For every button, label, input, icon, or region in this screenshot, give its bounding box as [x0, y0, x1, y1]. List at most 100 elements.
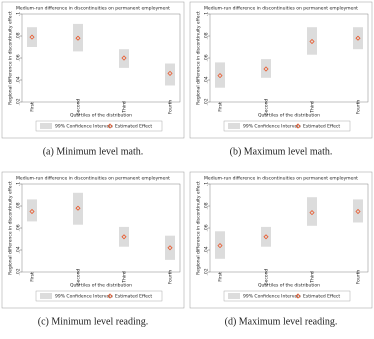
legend-label: 99% Confidence Intervals	[55, 294, 113, 300]
x-tick-label: First	[218, 272, 224, 282]
y-tick-label: .04	[204, 246, 210, 253]
x-tick-label: Third	[122, 271, 128, 284]
confidence-interval	[261, 59, 271, 78]
confidence-interval	[73, 23, 83, 52]
x-axis-label: Quartiles of the distribution	[258, 113, 320, 119]
legend-label: Estimated Effect	[303, 294, 340, 300]
chart-title: Medium-run difference in discontinuities…	[16, 6, 170, 12]
y-axis-label: Regional difference in discontinuity eff…	[8, 11, 14, 105]
confidence-interval	[215, 62, 225, 88]
y-tick-label: .02	[16, 98, 22, 105]
y-tick-label: .04	[204, 76, 210, 83]
estimate-marker	[263, 234, 269, 240]
caption: (d) Maximum level reading.	[225, 316, 338, 327]
confidence-interval	[119, 226, 129, 247]
x-tick-label: Fourth	[168, 100, 174, 115]
legend-swatch	[40, 293, 52, 299]
y-tick-label: .06	[204, 224, 210, 231]
y-axis-label: Regional difference in discontinuity eff…	[8, 181, 14, 275]
confidence-interval	[215, 231, 225, 259]
confidence-interval	[307, 197, 317, 226]
confidence-interval	[165, 63, 175, 86]
plot-area	[21, 13, 181, 103]
legend-marker	[107, 293, 113, 299]
x-tick-label: Third	[310, 101, 316, 114]
legend-label: Estimated Effect	[303, 124, 340, 130]
y-tick-label: .08	[204, 32, 210, 39]
x-tick-label: Third	[122, 101, 128, 114]
legend-box	[35, 290, 163, 302]
x-tick-label: Fourth	[168, 270, 174, 285]
x-tick-label: Second	[264, 269, 270, 286]
y-tick-label: .06	[16, 54, 22, 61]
legend-label: Estimated Effect	[115, 294, 152, 300]
legend-label: 99% Confidence Intervals	[55, 124, 113, 130]
x-axis-label: Quartiles of the distribution	[70, 113, 132, 119]
estimate-marker	[263, 66, 269, 72]
confidence-interval	[119, 49, 129, 68]
y-tick-label: .02	[204, 98, 210, 105]
chart-title: Medium-run difference in discontinuities…	[204, 176, 358, 182]
y-tick-label: .06	[16, 224, 22, 231]
y-tick-label: .02	[204, 268, 210, 275]
y-tick-label: .1	[204, 12, 210, 16]
estimate-marker	[217, 243, 223, 249]
estimate-marker	[29, 34, 35, 40]
y-tick-label: .08	[16, 32, 22, 39]
x-tick-label: Fourth	[356, 100, 362, 115]
estimate-marker	[121, 234, 127, 240]
confidence-interval	[353, 199, 363, 223]
x-tick-label: First	[30, 102, 36, 112]
confidence-interval	[261, 226, 271, 247]
legend-box	[223, 120, 351, 132]
legend-box	[223, 290, 351, 302]
legend-swatch	[228, 123, 240, 129]
x-axis-label: Quartiles of the distribution	[70, 283, 132, 289]
x-tick-label: Fourth	[356, 270, 362, 285]
estimate-marker	[75, 35, 81, 41]
confidence-interval	[307, 27, 317, 55]
x-tick-label: Second	[264, 99, 270, 116]
y-tick-label: .1	[16, 12, 22, 16]
x-tick-label: First	[218, 102, 224, 112]
y-axis-label: Regional difference in discontinuity eff…	[196, 11, 202, 105]
confidence-interval	[27, 199, 37, 222]
legend-label: 99% Confidence Intervals	[243, 124, 301, 130]
legend-box	[35, 120, 163, 132]
chart-title: Medium-run difference in discontinuities…	[16, 176, 170, 182]
x-tick-label: Third	[310, 271, 316, 284]
estimate-marker	[355, 35, 361, 41]
y-tick-label: .1	[204, 182, 210, 186]
plot-area	[209, 183, 369, 273]
y-tick-label: .08	[16, 202, 22, 209]
estimate-marker	[309, 38, 315, 45]
estimate-marker	[29, 208, 35, 215]
x-tick-label: Second	[76, 269, 82, 286]
estimate-marker	[121, 55, 127, 61]
estimate-marker	[75, 205, 81, 211]
caption: (a) Minimum level math.	[43, 146, 144, 157]
legend-marker	[295, 123, 301, 129]
legend-marker	[295, 293, 301, 299]
y-tick-label: .02	[16, 268, 22, 275]
legend-label: Estimated Effect	[115, 124, 152, 130]
caption: (b) Maximum level math.	[230, 146, 333, 157]
confidence-interval	[27, 27, 37, 47]
legend-swatch	[228, 293, 240, 299]
confidence-interval	[165, 235, 175, 260]
plot-area	[209, 13, 369, 103]
x-axis-label: Quartiles of the distribution	[258, 283, 320, 289]
chart-title: Medium-run difference in discontinuities…	[204, 6, 358, 12]
legend-swatch	[40, 123, 52, 129]
confidence-interval	[73, 192, 83, 225]
estimate-marker	[167, 245, 173, 251]
x-tick-label: First	[30, 272, 36, 282]
y-axis-label: Regional difference in discontinuity eff…	[196, 181, 202, 275]
estimate-marker	[217, 73, 223, 79]
estimate-marker	[355, 208, 361, 215]
estimate-marker	[167, 70, 173, 76]
confidence-interval	[353, 27, 363, 50]
estimate-marker	[309, 210, 315, 216]
caption: (c) Minimum level reading.	[38, 316, 149, 327]
y-tick-label: .08	[204, 202, 210, 209]
